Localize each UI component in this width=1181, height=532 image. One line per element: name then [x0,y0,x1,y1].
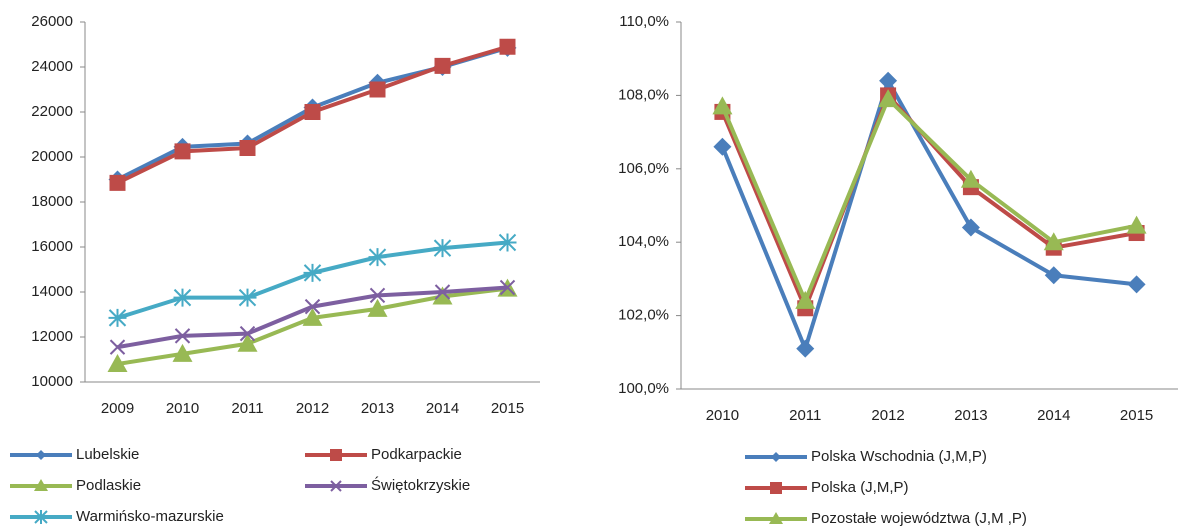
x-tick-label: 2014 [1037,407,1070,424]
marker [1043,232,1064,251]
legend-marker [770,482,782,494]
marker [109,339,126,355]
y-tick-label: 102,0% [618,307,669,324]
marker [109,174,126,191]
marker [795,290,816,309]
x-tick-label: 2015 [491,400,524,417]
marker [239,325,256,342]
marker [369,287,386,304]
legend-marker [34,479,48,491]
y-tick-label: 106,0% [618,160,669,177]
marker [1126,215,1147,234]
marker [173,288,192,307]
marker [369,81,386,98]
marker [107,354,128,372]
legend-label: Podlaskie [76,477,141,494]
y-tick-label: 22000 [31,103,73,120]
marker [713,137,732,156]
marker [304,298,321,315]
marker [1127,275,1146,294]
marker [499,279,516,296]
marker [238,288,257,307]
marker [433,239,452,258]
marker [367,298,388,317]
legend-label: Polska Wschodnia (J,M,P) [811,448,987,465]
legend-label: Lubelskie [76,446,139,463]
legend-marker [36,450,46,460]
marker [303,263,322,282]
marker [879,71,898,90]
marker [796,339,815,358]
x-tick-label: 2011 [231,400,263,417]
y-tick-label: 104,0% [618,233,669,250]
y-tick-label: 24000 [31,58,73,75]
legend-marker [771,452,781,462]
y-tick-label: 16000 [31,238,73,255]
marker [961,218,980,237]
marker [499,38,516,55]
x-tick-label: 2013 [361,400,394,417]
line [720,97,1137,303]
y-tick-label: 110,0% [619,13,669,30]
legend-marker [769,512,783,524]
marker [878,89,899,108]
y-tick-label: 10000 [31,373,73,390]
x-tick-label: 2011 [789,407,821,424]
marker [304,104,321,120]
legend-marker [34,510,48,524]
marker [174,328,191,344]
legend-label: Świętokrzyskie [371,476,470,494]
x-tick-label: 2015 [1120,407,1153,424]
marker [432,286,453,305]
x-tick-label: 2010 [706,407,739,424]
y-tick-label: 18000 [31,193,73,210]
marker [239,140,256,156]
marker [108,308,127,327]
legend-label: Warmińsko-mazurskie [76,508,224,525]
y-tick-label: 14000 [31,283,73,300]
x-tick-label: 2009 [101,400,134,417]
marker [712,96,733,115]
y-tick-label: 108,0% [618,86,669,103]
legend-label: Pozostałe województwa (J,M ,P) [811,510,1027,527]
marker [498,233,517,252]
x-tick-label: 2013 [954,407,987,424]
marker [434,57,451,74]
marker [960,169,981,188]
x-tick-label: 2010 [166,400,199,417]
y-tick-label: 20000 [31,148,73,165]
y-tick-label: 12000 [31,328,73,345]
marker [302,307,323,326]
y-tick-label: 26000 [31,13,73,30]
marker [368,248,387,267]
y-tick-label: 100,0% [618,380,669,397]
x-tick-label: 2014 [426,400,459,417]
line [720,78,1137,351]
marker [434,284,451,300]
marker [172,343,193,362]
legend-marker [330,449,342,461]
marker [174,143,191,160]
legend-label: Polska (J,M,P) [811,479,909,496]
marker [1044,266,1063,285]
legend-marker [330,480,342,492]
x-tick-label: 2012 [296,400,329,417]
legend-label: Podkarpackie [371,446,462,463]
marker [237,333,258,352]
x-tick-label: 2012 [871,407,904,424]
